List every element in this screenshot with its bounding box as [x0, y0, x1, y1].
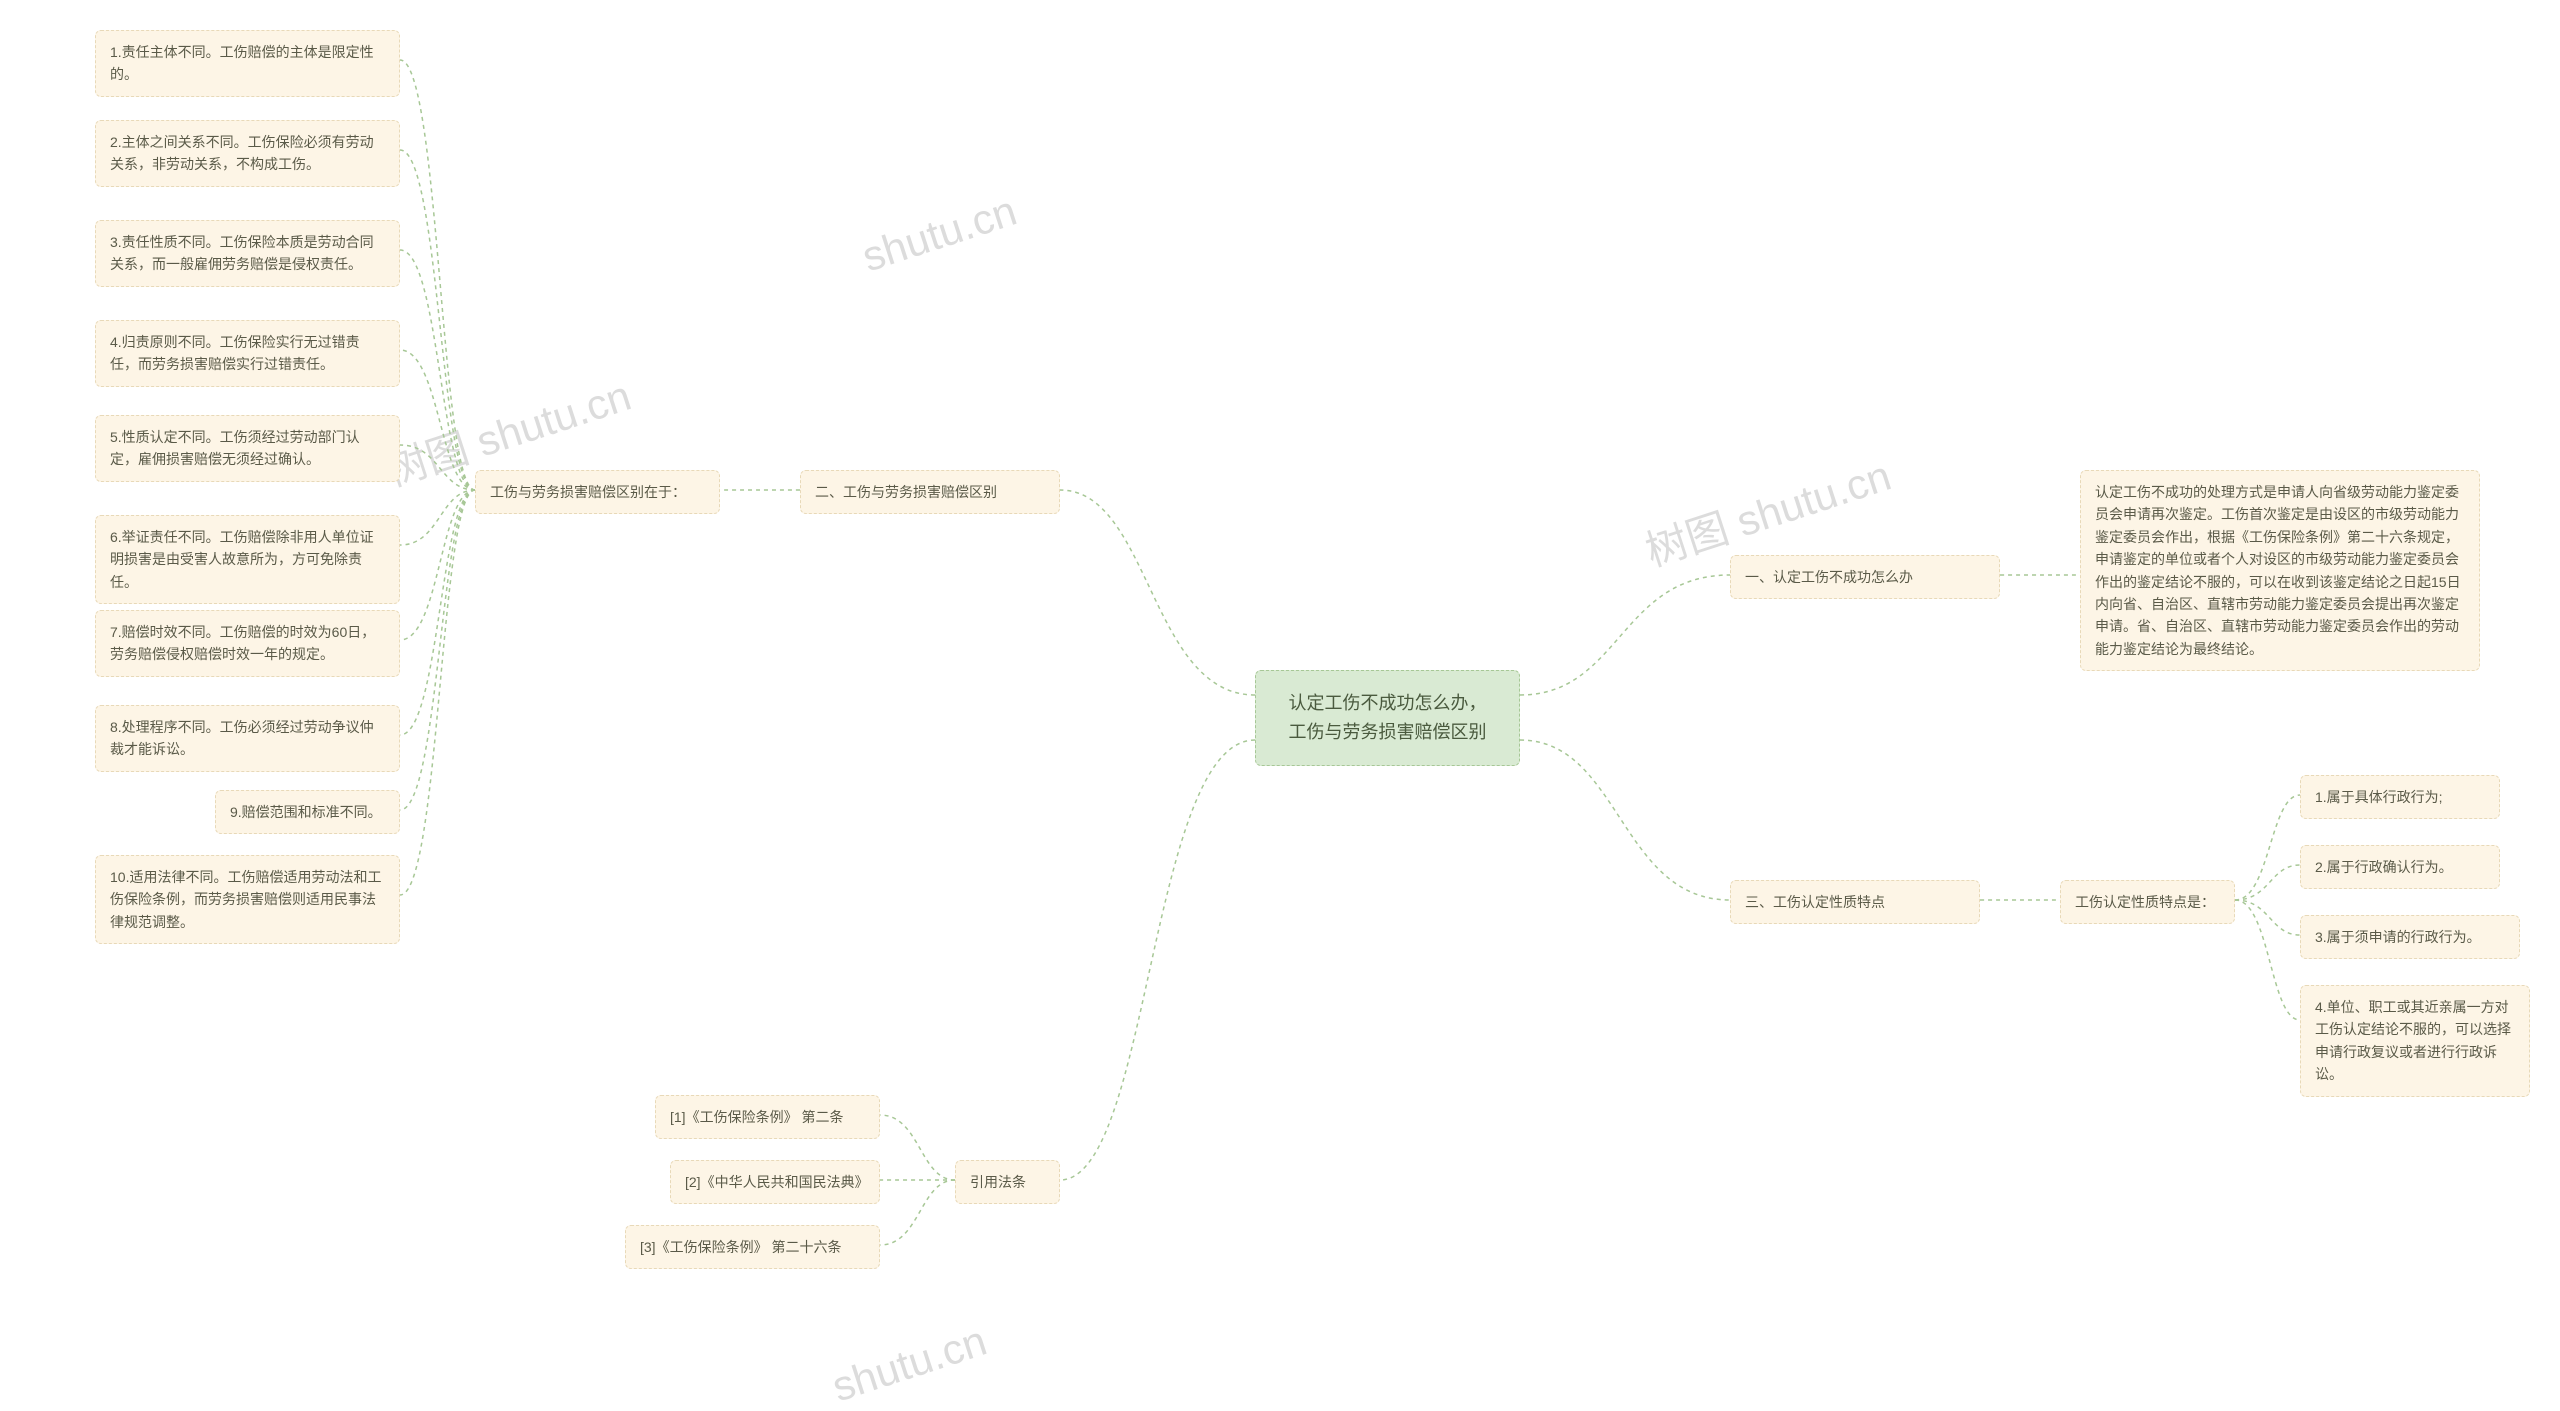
branch-2-item-2: 2.主体之间关系不同。工伤保险必须有劳动关系，非劳动关系，不构成工伤。 [95, 120, 400, 187]
branch-4-item-2: [2]《中华人民共和国民法典》 [670, 1160, 880, 1204]
branch-2-item-7: 7.赔偿时效不同。工伤赔偿的时效为60日，劳务赔偿侵权赔偿时效一年的规定。 [95, 610, 400, 677]
branch-2-item-6: 6.举证责任不同。工伤赔偿除非用人单位证明损害是由受害人故意所为，方可免除责任。 [95, 515, 400, 604]
branch-2-item-9: 9.赔偿范围和标准不同。 [215, 790, 400, 834]
branch-2-sub-text: 工伤与劳务损害赔偿区别在于： [490, 484, 686, 500]
branch-3-item-3: 3.属于须申请的行政行为。 [2300, 915, 2520, 959]
branch-node-2: 二、工伤与劳务损害赔偿区别 [800, 470, 1060, 514]
branch-node-1: 一、认定工伤不成功怎么办 [1730, 555, 2000, 599]
branch-3-sub-text: 工伤认定性质特点是： [2075, 894, 2215, 910]
branch-4-item-3-text: [3]《工伤保险条例》 第二十六条 [640, 1239, 841, 1255]
branch-3-item-1-text: 1.属于具体行政行为; [2315, 789, 2443, 805]
branch-3-item-4-text: 4.单位、职工或其近亲属一方对工伤认定结论不服的，可以选择申请行政复议或者进行行… [2315, 999, 2511, 1082]
branch-2-item-1: 1.责任主体不同。工伤赔偿的主体是限定性的。 [95, 30, 400, 97]
branch-2-item-4-text: 4.归责原则不同。工伤保险实行无过错责任，而劳务损害赔偿实行过错责任。 [110, 334, 360, 372]
root-title-line1: 认定工伤不成功怎么办， [1278, 689, 1497, 718]
branch-4-item-1: [1]《工伤保险条例》 第二条 [655, 1095, 880, 1139]
branch-4-item-1-text: [1]《工伤保险条例》 第二条 [670, 1109, 843, 1125]
branch-node-4: 引用法条 [955, 1160, 1060, 1204]
branch-2-item-5-text: 5.性质认定不同。工伤须经过劳动部门认定，雇佣损害赔偿无须经过确认。 [110, 429, 360, 467]
branch-1-content: 认定工伤不成功的处理方式是申请人向省级劳动能力鉴定委员会申请再次鉴定。工伤首次鉴… [2080, 470, 2480, 671]
branch-3-title: 三、工伤认定性质特点 [1745, 894, 1885, 910]
branch-1-content-text: 认定工伤不成功的处理方式是申请人向省级劳动能力鉴定委员会申请再次鉴定。工伤首次鉴… [2095, 484, 2461, 657]
branch-3-item-2: 2.属于行政确认行为。 [2300, 845, 2500, 889]
branch-4-item-3: [3]《工伤保险条例》 第二十六条 [625, 1225, 880, 1269]
branch-3-sub: 工伤认定性质特点是： [2060, 880, 2235, 924]
branch-3-item-2-text: 2.属于行政确认行为。 [2315, 859, 2453, 875]
branch-2-item-7-text: 7.赔偿时效不同。工伤赔偿的时效为60日，劳务赔偿侵权赔偿时效一年的规定。 [110, 624, 375, 662]
branch-2-sub: 工伤与劳务损害赔偿区别在于： [475, 470, 720, 514]
branch-2-item-1-text: 1.责任主体不同。工伤赔偿的主体是限定性的。 [110, 44, 374, 82]
root-title-line2: 工伤与劳务损害赔偿区别 [1278, 718, 1497, 747]
branch-2-item-10-text: 10.适用法律不同。工伤赔偿适用劳动法和工伤保险条例，而劳务损害赔偿则适用民事法… [110, 869, 381, 930]
watermark: shutu.cn [826, 1317, 992, 1411]
branch-node-3: 三、工伤认定性质特点 [1730, 880, 1980, 924]
branch-2-item-6-text: 6.举证责任不同。工伤赔偿除非用人单位证明损害是由受害人故意所为，方可免除责任。 [110, 529, 374, 590]
branch-2-item-8: 8.处理程序不同。工伤必须经过劳动争议仲裁才能诉讼。 [95, 705, 400, 772]
branch-2-item-2-text: 2.主体之间关系不同。工伤保险必须有劳动关系，非劳动关系，不构成工伤。 [110, 134, 374, 172]
branch-1-title: 一、认定工伤不成功怎么办 [1745, 569, 1913, 585]
branch-2-item-9-text: 9.赔偿范围和标准不同。 [230, 804, 382, 820]
branch-4-item-2-text: [2]《中华人民共和国民法典》 [685, 1174, 869, 1190]
branch-2-item-4: 4.归责原则不同。工伤保险实行无过错责任，而劳务损害赔偿实行过错责任。 [95, 320, 400, 387]
branch-2-item-3-text: 3.责任性质不同。工伤保险本质是劳动合同关系，而一般雇佣劳务赔偿是侵权责任。 [110, 234, 374, 272]
branch-3-item-3-text: 3.属于须申请的行政行为。 [2315, 929, 2481, 945]
branch-4-title: 引用法条 [970, 1174, 1026, 1190]
branch-3-item-4: 4.单位、职工或其近亲属一方对工伤认定结论不服的，可以选择申请行政复议或者进行行… [2300, 985, 2530, 1097]
root-node: 认定工伤不成功怎么办， 工伤与劳务损害赔偿区别 [1255, 670, 1520, 766]
branch-2-item-8-text: 8.处理程序不同。工伤必须经过劳动争议仲裁才能诉讼。 [110, 719, 374, 757]
mindmap-canvas: 树图 shutu.cn shutu.cn 树图 shutu.cn shutu.c… [0, 0, 2560, 1390]
branch-3-item-1: 1.属于具体行政行为; [2300, 775, 2500, 819]
branch-2-item-5: 5.性质认定不同。工伤须经过劳动部门认定，雇佣损害赔偿无须经过确认。 [95, 415, 400, 482]
watermark: shutu.cn [856, 187, 1022, 282]
branch-2-title: 二、工伤与劳务损害赔偿区别 [815, 484, 997, 500]
branch-2-item-10: 10.适用法律不同。工伤赔偿适用劳动法和工伤保险条例，而劳务损害赔偿则适用民事法… [95, 855, 400, 944]
branch-2-item-3: 3.责任性质不同。工伤保险本质是劳动合同关系，而一般雇佣劳务赔偿是侵权责任。 [95, 220, 400, 287]
